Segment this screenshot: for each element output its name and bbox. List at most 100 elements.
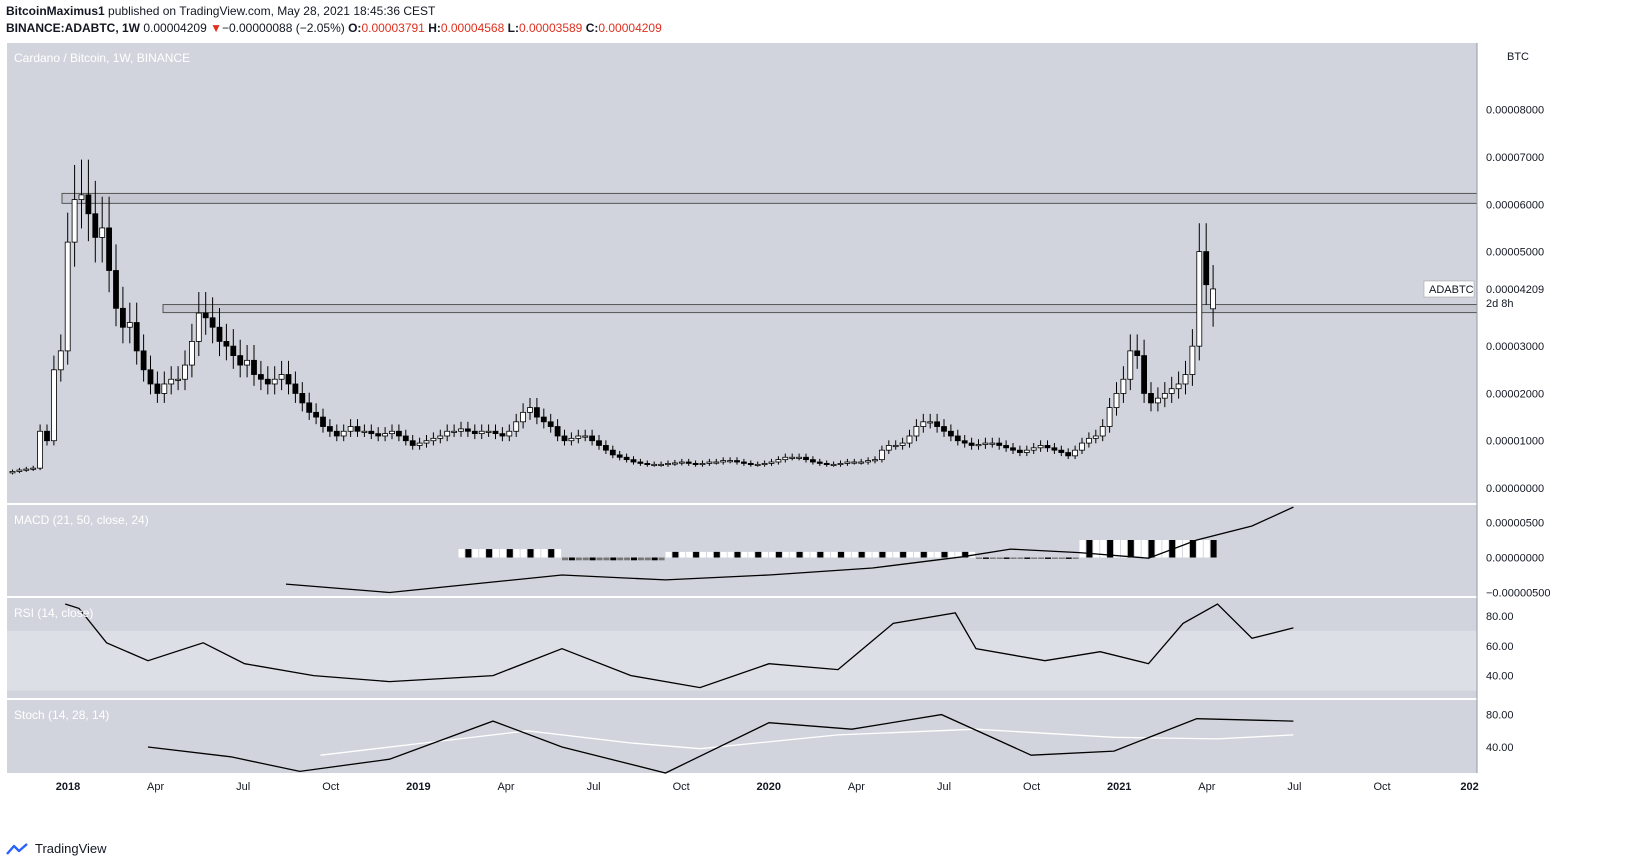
candle-body — [589, 435, 595, 442]
candle-body — [320, 416, 326, 427]
macd-histogram-bar — [1183, 540, 1189, 558]
symbol-legend: BINANCE:ADABTC, 1W 0.00004209 ▼−0.000000… — [6, 21, 662, 35]
candle — [113, 244, 119, 327]
candle-body — [596, 440, 602, 446]
candle-body — [1003, 445, 1009, 449]
candle-body — [285, 374, 292, 385]
candle — [1051, 442, 1058, 454]
macd-histogram-bar — [775, 551, 782, 558]
candle-body — [251, 359, 257, 375]
x-tick-label: 2019 — [406, 781, 430, 793]
candle — [106, 196, 112, 293]
candle-body — [754, 463, 761, 466]
candle-body — [147, 369, 154, 385]
candle — [278, 360, 285, 391]
candle — [1092, 429, 1099, 444]
candle — [1148, 382, 1154, 412]
x-tick-label: Apr — [147, 781, 164, 793]
candle-body — [789, 456, 796, 459]
candle — [409, 435, 416, 450]
macd-histogram-bar — [1127, 540, 1134, 558]
candle-body — [464, 428, 471, 432]
candle-body — [1079, 442, 1085, 451]
chart-area[interactable]: 0.00000000 0.00001000 0.00002000 0.00003000… — [0, 0, 1627, 840]
macd-histogram-bar — [1017, 557, 1024, 559]
candle-body — [423, 440, 430, 444]
candle — [85, 159, 92, 242]
candle-body — [527, 407, 533, 413]
candle-body — [64, 241, 71, 352]
candle — [968, 437, 975, 450]
symbol-name[interactable]: BINANCE:ADABTC, 1W — [6, 21, 140, 35]
candle-body — [168, 378, 175, 385]
candle — [699, 460, 706, 467]
candle-body — [389, 430, 395, 435]
candle-body — [554, 426, 561, 437]
stoch-d-line — [320, 728, 1294, 756]
candle — [741, 458, 747, 466]
macd-histogram-bar — [865, 551, 872, 558]
candle-body — [665, 463, 671, 466]
candle-body — [934, 421, 940, 427]
x-tick-label: Apr — [1198, 781, 1215, 793]
candle-body — [44, 430, 50, 442]
candle — [865, 457, 871, 465]
x-tick-label: 2018 — [56, 781, 80, 793]
candle — [195, 292, 202, 357]
candle-body — [1168, 388, 1175, 394]
candle-body — [803, 456, 809, 461]
footer-brand[interactable]: TradingView — [35, 841, 107, 856]
macd-tick: −0.00000500 — [1486, 588, 1551, 600]
main-price-tick: 0.00006000 — [1486, 199, 1544, 211]
candle-body — [202, 312, 209, 319]
candle-body — [30, 467, 37, 470]
candle-body — [1106, 407, 1113, 427]
candle-body — [120, 307, 126, 328]
candle — [1065, 448, 1072, 460]
candle-body — [713, 461, 720, 464]
candle-body — [761, 463, 768, 466]
candle-body — [561, 435, 568, 442]
candle-body — [989, 442, 996, 445]
candle-body — [126, 322, 133, 328]
candle-body — [1148, 393, 1154, 404]
candle-body — [264, 378, 271, 385]
macd-histogram-bar — [1196, 540, 1203, 558]
author-name[interactable]: BitcoinMaximus1 — [6, 4, 105, 18]
candle — [754, 461, 761, 467]
x-tick-label: Apr — [497, 781, 514, 793]
candle — [333, 424, 340, 442]
macd-histogram-bar — [479, 549, 486, 558]
macd-histogram-bar — [996, 557, 1003, 559]
macd-histogram-bar — [720, 551, 727, 558]
candle — [223, 323, 230, 361]
candle-body — [395, 430, 402, 437]
macd-histogram-bar — [838, 551, 844, 558]
candle-body — [844, 461, 851, 464]
macd-histogram-bar — [1051, 557, 1058, 559]
candle-body — [347, 426, 354, 432]
candle-body — [471, 430, 478, 435]
candle — [1023, 445, 1030, 457]
candle-body — [609, 449, 616, 456]
candle — [306, 392, 313, 420]
candle — [547, 413, 554, 433]
candle-body — [216, 326, 223, 342]
candle-body — [954, 435, 961, 442]
candle-body — [1023, 449, 1030, 453]
macd-histogram-bar — [617, 557, 624, 561]
x-tick-label: 2020 — [757, 781, 781, 793]
macd-histogram-bar — [499, 549, 506, 558]
candle — [347, 419, 354, 437]
candle-body — [85, 194, 92, 215]
candle-body — [292, 383, 299, 394]
candle — [513, 413, 520, 437]
candle — [416, 437, 423, 450]
price-change: −0.00000088 (−2.05%) — [221, 21, 345, 35]
macd-histogram-bar — [824, 551, 831, 558]
macd-histogram-bar — [1148, 540, 1155, 558]
rsi-title: RSI (14, close) — [14, 606, 93, 620]
price-label-box — [1423, 280, 1475, 298]
candle-body — [741, 461, 747, 464]
candle-body — [1175, 383, 1182, 390]
